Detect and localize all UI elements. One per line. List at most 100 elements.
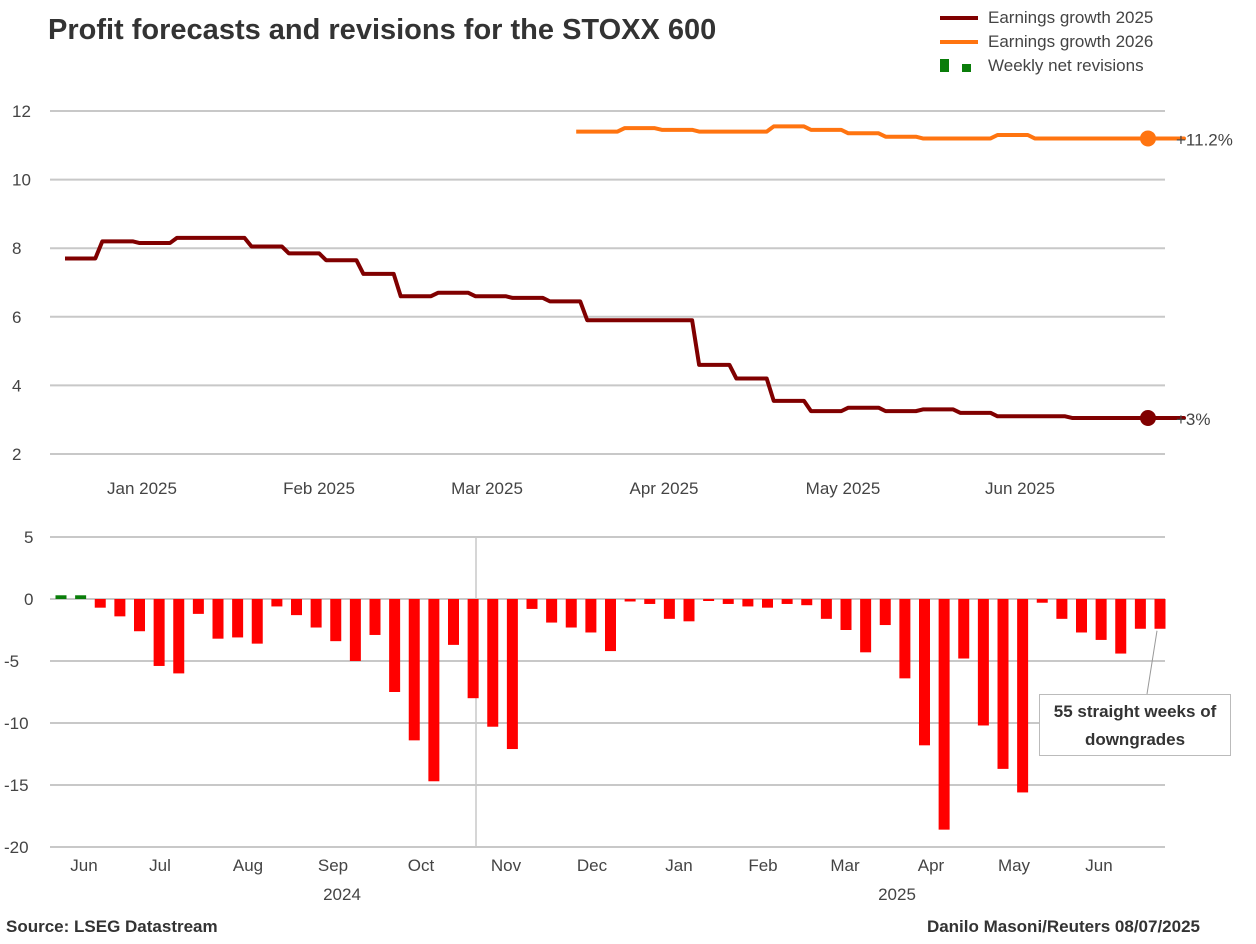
bar-negative [1134,599,1146,629]
y-tick-label: 2 [12,445,21,464]
x-tick-label: Jan [665,856,692,875]
bar-negative [291,599,302,616]
bar-negative [742,599,754,607]
x-tick-label: Jun [70,856,97,875]
bar-negative [330,599,342,642]
bar-negative [1095,599,1107,640]
annotation-leader [1146,630,1158,695]
year-label: 2024 [323,885,361,904]
x-tick-label: Apr 2025 [630,479,699,498]
x-tick-label: Jun 2025 [985,479,1055,498]
bar-negative [408,599,420,741]
y-tick-label: 8 [12,239,21,258]
bar-negative [1154,599,1166,629]
series-line-2026 [576,124,1186,141]
bar-negative [212,599,224,639]
legend: Earnings growth 2025 Earnings growth 202… [940,6,1153,78]
bar-negative [349,599,361,661]
y-tick-label: -15 [4,776,29,795]
x-tick-label: Apr [918,856,945,875]
legend-item-2026: Earnings growth 2026 [940,30,1153,54]
bar-negative [683,599,695,622]
bar-negative [271,599,283,607]
bar-negative [1115,599,1127,654]
bar-negative [448,599,459,645]
series-end-marker [1140,130,1156,147]
bar-negative [232,599,244,638]
bar-negative [938,599,950,830]
bar-negative [428,599,440,782]
legend-item-2025: Earnings growth 2025 [940,6,1153,30]
bar-negative [310,599,322,628]
credit-note: Danilo Masoni/Reuters 08/07/2025 [926,917,1200,936]
bar-negative [369,599,381,635]
bar-negative [526,599,538,609]
bar-negative [919,599,930,746]
y-tick-label: 0 [24,590,33,609]
bar-negative [134,599,145,632]
x-tick-label: Mar [830,856,860,875]
bar-negative [487,599,499,727]
annotation-box: 55 straight weeks of downgrades [1039,694,1231,756]
x-tick-label: Jan 2025 [107,479,177,498]
bar-negative [1056,599,1068,619]
bar-negative [624,599,636,602]
x-tick-label: Aug [233,856,263,875]
bar-negative [722,599,734,604]
y-tick-label: -10 [4,714,29,733]
bar-positive [55,595,67,599]
y-tick-label: 10 [12,171,31,190]
bar-negative [899,599,911,679]
bar-negative [1017,599,1029,793]
x-tick-label: Feb 2025 [283,479,355,498]
y-tick-label: 4 [12,376,21,395]
source-note: Source: LSEG Datastream [6,917,218,936]
bar-negative [114,599,126,617]
bar-positive [75,595,87,599]
bar-negative [94,599,106,608]
bar-negative [997,599,1009,769]
bar-negative [879,599,891,626]
bar-negative [977,599,989,726]
y-tick-label: 6 [12,308,21,327]
bar-negative [703,599,715,601]
x-tick-label: Feb [748,856,777,875]
bar-negative [605,599,616,652]
x-tick-label: Jun [1085,856,1112,875]
x-tick-label: Jul [149,856,171,875]
legend-item-revisions: Weekly net revisions [940,54,1153,78]
bar-negative [546,599,558,623]
bar-negative [153,599,165,666]
y-tick-label: 5 [24,528,33,547]
legend-label: Earnings growth 2026 [988,32,1154,51]
y-tick-label: 12 [12,102,31,121]
legend-swatch-revisions [940,59,978,72]
y-tick-label: -20 [4,838,29,857]
bar-negative [801,599,813,606]
bar-negative [820,599,832,619]
bar-negative [644,599,656,604]
x-tick-label: May 2025 [806,479,881,498]
bar-negative [958,599,970,659]
y-tick-label: -5 [4,652,19,671]
bar-negative [585,599,597,633]
bar-negative [467,599,479,699]
x-tick-label: Sep [318,856,348,875]
bar-negative [663,599,675,619]
legend-swatch-2026 [940,40,978,44]
x-tick-label: Oct [408,856,435,875]
x-tick-label: Nov [491,856,522,875]
bar-negative [1076,599,1087,633]
bar-negative [506,599,518,750]
bar-negative [192,599,204,614]
legend-label: Earnings growth 2025 [988,8,1154,27]
bar-negative [762,599,773,608]
bar-negative [389,599,401,692]
bar-negative [173,599,185,674]
x-tick-label: Dec [577,856,608,875]
series-end-marker [1140,409,1156,426]
year-label: 2025 [878,885,916,904]
bar-negative [565,599,577,628]
bar-negative [840,599,852,630]
